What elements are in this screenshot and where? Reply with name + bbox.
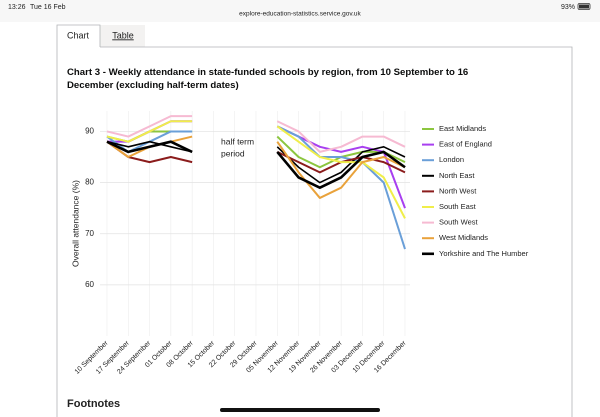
legend-label: North East xyxy=(439,171,475,180)
line-series xyxy=(106,115,406,153)
y-tick-label: 70 xyxy=(85,229,94,238)
legend-label: West Midlands xyxy=(439,233,488,242)
legend-label: North West xyxy=(439,186,477,195)
battery-icon xyxy=(577,3,591,10)
tab-inactive[interactable] xyxy=(100,25,145,47)
line-series xyxy=(106,140,406,190)
footnotes-heading: Footnotes xyxy=(67,398,120,410)
status-time: 13:26 xyxy=(8,4,26,11)
y-axis-label: Overall attendance (%) xyxy=(70,180,80,267)
legend-label: East Midlands xyxy=(439,124,486,133)
tab-table[interactable]: Table xyxy=(112,30,134,40)
y-tick-label: 90 xyxy=(85,127,94,136)
status-bar xyxy=(0,0,600,22)
status-date: Tue 16 Feb xyxy=(30,4,66,11)
home-indicator xyxy=(220,408,380,412)
tab-chart[interactable]: Chart xyxy=(67,30,90,40)
legend-label: Yorkshire and The Humber xyxy=(439,249,529,258)
url: explore-education-statistics.service.gov… xyxy=(239,11,361,18)
chart-title: Chart 3 - Weekly attendance in state-fun… xyxy=(67,67,469,91)
legend-label: South East xyxy=(439,202,477,211)
battery: 93% xyxy=(561,4,575,11)
legend-label: East of England xyxy=(439,140,492,149)
legend-label: London xyxy=(439,155,464,164)
battery-level xyxy=(579,4,589,9)
annotation: period xyxy=(221,148,245,158)
tab-active-border xyxy=(56,24,101,47)
y-tick-label: 60 xyxy=(85,280,94,289)
legend-label: South West xyxy=(439,218,479,227)
line-series xyxy=(106,120,406,219)
annotation: half term xyxy=(221,136,254,146)
line-series xyxy=(106,140,406,184)
y-tick-label: 80 xyxy=(85,178,94,187)
panel-border xyxy=(56,46,573,417)
